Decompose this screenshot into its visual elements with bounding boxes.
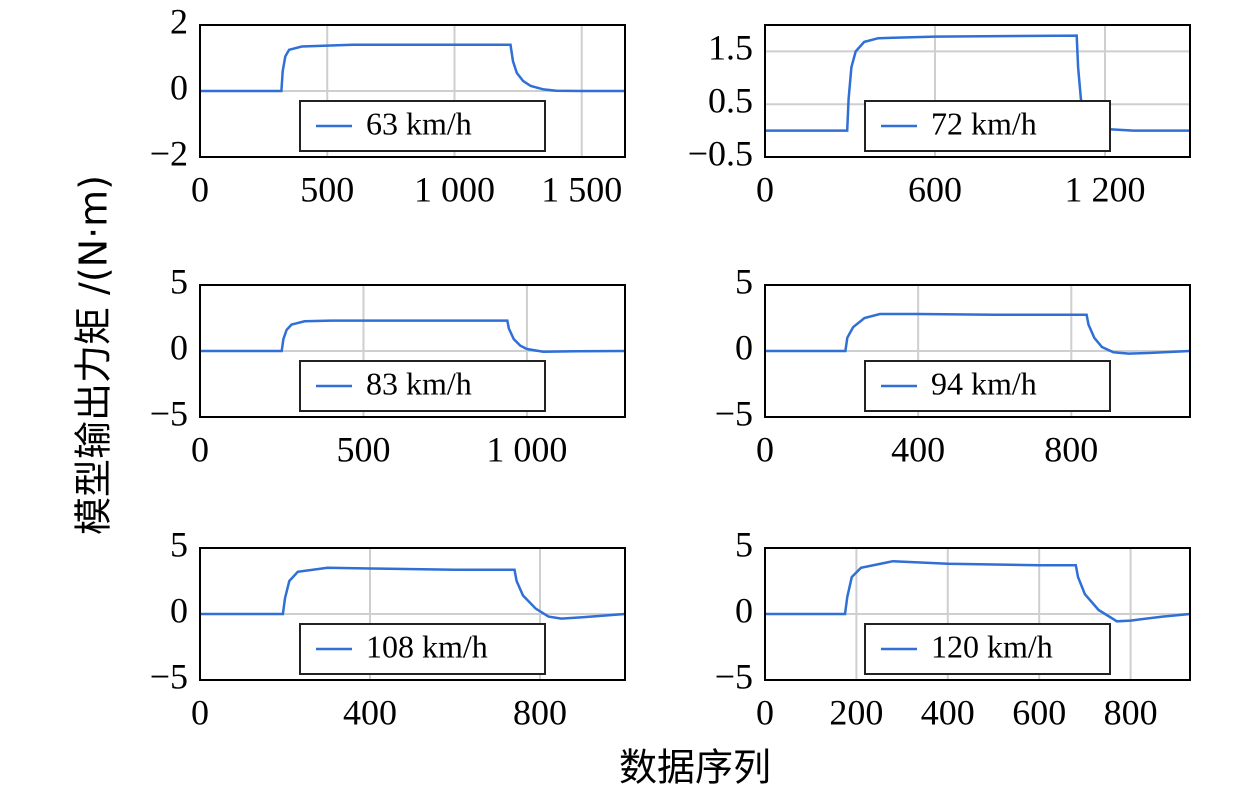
plot-frame xyxy=(199,284,626,418)
x-tick-label: 400 xyxy=(921,692,975,732)
x-tick-label: 0 xyxy=(756,692,774,732)
x-tick-label: 0 xyxy=(191,692,209,732)
x-tick-label: 1 200 xyxy=(1065,169,1146,209)
y-tick-label: −5 xyxy=(150,393,188,433)
x-tick-label: 800 xyxy=(1104,692,1158,732)
plot-frame xyxy=(764,547,1191,681)
x-tick-label: 1 500 xyxy=(541,169,622,209)
plot-frame xyxy=(764,24,1191,158)
data-line xyxy=(765,559,1191,623)
y-tick-label: 5 xyxy=(735,524,753,564)
y-tick-label: 1.5 xyxy=(708,28,753,68)
data-line xyxy=(200,43,625,93)
y-tick-label: −5 xyxy=(715,656,753,696)
x-tick-label: 0 xyxy=(191,169,209,209)
y-tick-label: −2 xyxy=(150,133,188,173)
legend-label: 94 km/h xyxy=(931,365,1037,401)
legend-label: 72 km/h xyxy=(931,105,1037,141)
x-tick-label: 400 xyxy=(343,692,397,732)
y-axis-label: 模型输出力矩 /(N·m) xyxy=(72,175,116,535)
legend-label: 108 km/h xyxy=(366,628,488,664)
plot-frame xyxy=(764,284,1191,418)
legend-box xyxy=(299,360,546,412)
y-tick-label: 0 xyxy=(735,590,753,630)
y-tick-label: 0.5 xyxy=(708,80,753,120)
x-tick-label: 500 xyxy=(300,169,354,209)
y-tick-label: 5 xyxy=(735,261,753,301)
y-tick-label: 0 xyxy=(170,67,188,107)
legend-label: 83 km/h xyxy=(366,365,472,401)
y-tick-label: −5 xyxy=(150,656,188,696)
x-tick-label: 800 xyxy=(513,692,567,732)
data-line xyxy=(200,566,626,620)
x-tick-label: 1 000 xyxy=(414,169,495,209)
y-tick-label: 0 xyxy=(170,590,188,630)
y-tick-label: 5 xyxy=(170,524,188,564)
x-tick-label: 600 xyxy=(908,169,962,209)
x-tick-label: 0 xyxy=(191,429,209,469)
y-tick-label: 0 xyxy=(170,327,188,367)
y-tick-label: −0.5 xyxy=(688,133,753,173)
x-tick-label: 600 xyxy=(1012,692,1066,732)
y-tick-label: 5 xyxy=(170,261,188,301)
x-tick-label: 500 xyxy=(336,429,390,469)
x-axis-label: 数据序列 xyxy=(619,746,771,790)
legend-label: 120 km/h xyxy=(931,628,1053,664)
x-tick-label: 800 xyxy=(1044,429,1098,469)
y-tick-label: 0 xyxy=(735,327,753,367)
y-tick-label: −5 xyxy=(715,393,753,433)
x-tick-label: 0 xyxy=(756,169,774,209)
y-tick-label: 2 xyxy=(170,1,188,41)
data-line xyxy=(200,319,626,353)
x-tick-label: 1 000 xyxy=(486,429,567,469)
plot-frame xyxy=(199,547,626,681)
plot-frame xyxy=(199,24,626,158)
x-tick-label: 0 xyxy=(756,429,774,469)
x-tick-label: 200 xyxy=(829,692,883,732)
legend-label: 63 km/h xyxy=(366,105,472,141)
data-line xyxy=(765,312,1191,355)
x-tick-label: 400 xyxy=(891,429,945,469)
